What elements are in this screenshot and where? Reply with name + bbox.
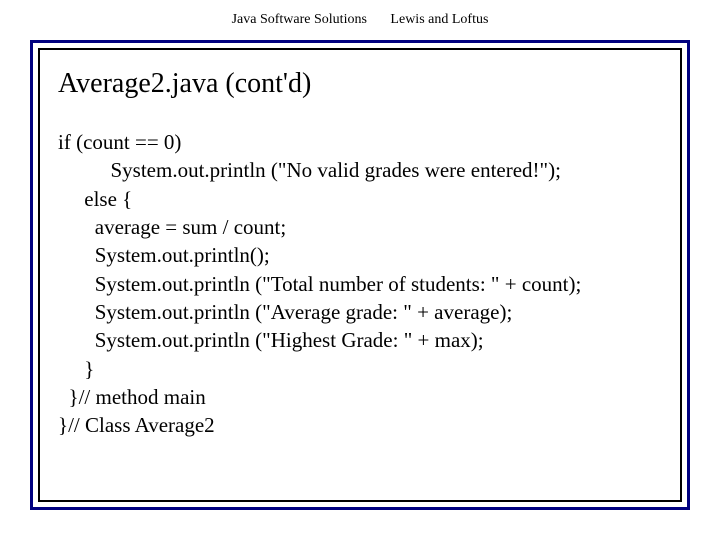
slide-title: Average2.java (cont'd) [58, 68, 662, 100]
code-content: if (count == 0) System.out.println ("No … [58, 128, 662, 440]
outer-border-frame: Average2.java (cont'd) if (count == 0) S… [30, 40, 690, 510]
header-left-text: Java Software Solutions [232, 12, 367, 28]
inner-border-frame: Average2.java (cont'd) if (count == 0) S… [38, 48, 682, 502]
page-header: Java Software Solutions Lewis and Loftus [0, 12, 720, 28]
header-right-text: Lewis and Loftus [390, 12, 488, 28]
